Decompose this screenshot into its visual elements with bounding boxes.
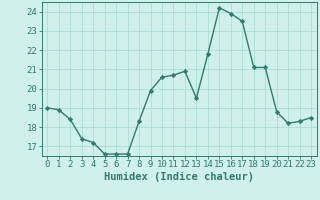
X-axis label: Humidex (Indice chaleur): Humidex (Indice chaleur) (104, 172, 254, 182)
